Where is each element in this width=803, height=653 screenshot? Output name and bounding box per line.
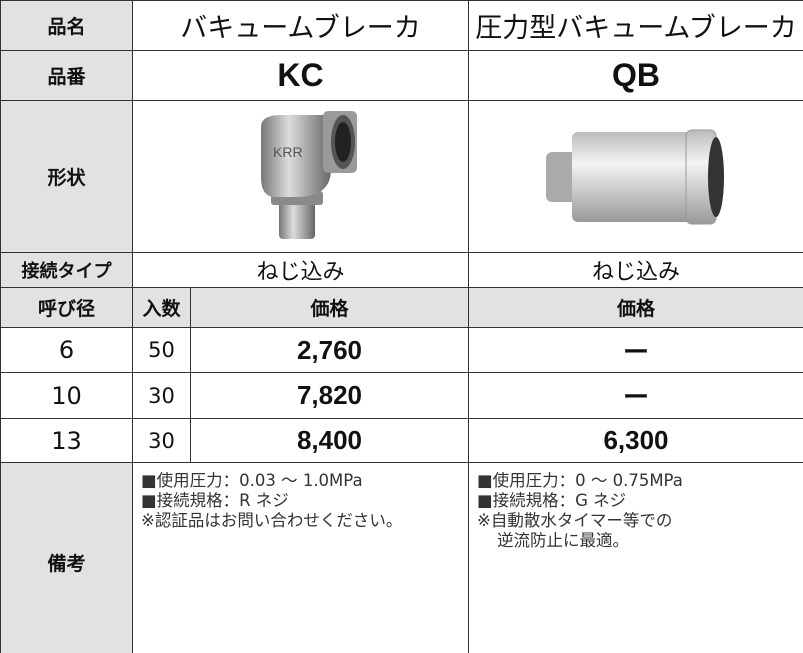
remark-line: ■使用圧力：0 ～ 0.75MPa <box>477 471 683 490</box>
kc-code: KC <box>133 51 469 101</box>
kc-name: バキュームブレーカ <box>133 1 469 51</box>
qb-image-cell <box>469 101 803 253</box>
label-shape: 形状 <box>1 101 133 253</box>
label-price: 価格 <box>191 288 469 328</box>
label-connection: 接続タイプ <box>1 253 133 288</box>
qb-price: 6,300 <box>469 419 803 463</box>
qb-name: 圧力型バキュームブレーカ <box>469 1 803 51</box>
kc-image-cell: KRR <box>133 101 469 253</box>
qb-code: QB <box>469 51 803 101</box>
label-price: 価格 <box>469 288 803 328</box>
quantity: 50 <box>133 328 191 373</box>
size: 13 <box>1 419 133 463</box>
size: 6 <box>1 328 133 373</box>
remark-line: ■接続規格：R ネジ <box>141 491 289 510</box>
remark-line: ※認証品はお問い合わせください。 <box>141 511 403 530</box>
remark-line: 逆流防止に最適。 <box>497 531 629 550</box>
kc-price: 8,400 <box>191 419 469 463</box>
label-code: 品番 <box>1 51 133 101</box>
remark-line: ■接続規格：G ネジ <box>477 491 627 510</box>
label-size: 呼び径 <box>1 288 133 328</box>
kc-price: 2,760 <box>191 328 469 373</box>
qb-connection: ねじ込み <box>469 253 803 288</box>
kc-image: KRR <box>260 110 357 239</box>
label-remarks: 備考 <box>1 463 133 653</box>
qb-image <box>546 129 724 224</box>
qb-remarks: ■使用圧力：0 ～ 0.75MPa ■接続規格：G ネジ ※自動散水タイマー等での逆… <box>469 463 803 653</box>
qb-price: ー <box>469 328 803 373</box>
kc-price: 7,820 <box>191 373 469 419</box>
qb-price: ー <box>469 373 803 419</box>
quantity: 30 <box>133 419 191 463</box>
remark-line: ※自動散水タイマー等での <box>477 511 673 530</box>
label-qty: 入数 <box>133 288 191 328</box>
kc-remarks: ■使用圧力：0.03 ～ 1.0MPa ■接続規格：R ネジ ※認証品はお問い合わせ… <box>133 463 469 653</box>
remark-line: ■使用圧力：0.03 ～ 1.0MPa <box>141 471 363 490</box>
size: 10 <box>1 373 133 419</box>
quantity: 30 <box>133 373 191 419</box>
label-name: 品名 <box>1 1 133 51</box>
kc-connection: ねじ込み <box>133 253 469 288</box>
svg-text:KRR: KRR <box>273 144 303 160</box>
